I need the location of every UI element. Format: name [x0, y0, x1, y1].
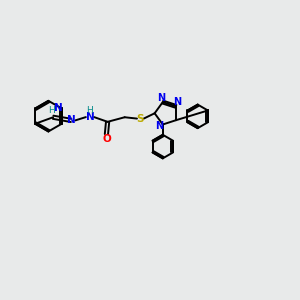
Text: N: N	[54, 103, 62, 113]
Text: H: H	[48, 106, 55, 115]
Text: N: N	[67, 116, 76, 125]
Text: H: H	[87, 106, 93, 115]
Text: N: N	[155, 121, 163, 131]
Text: O: O	[102, 134, 111, 144]
Text: S: S	[136, 114, 144, 124]
Text: N: N	[173, 97, 181, 107]
Text: N: N	[158, 93, 166, 103]
Text: N: N	[85, 112, 94, 122]
